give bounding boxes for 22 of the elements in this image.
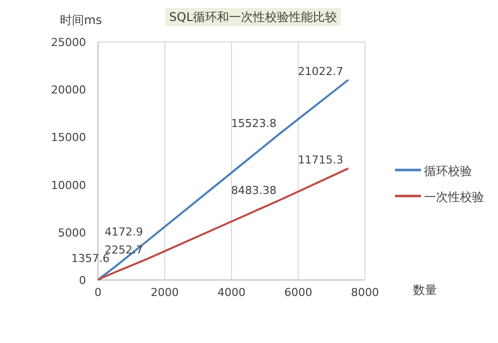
y-axis-title: 时间ms [60, 13, 102, 27]
data-label: 4172.9 [104, 225, 144, 238]
data-label: 8483.38 [231, 184, 277, 198]
data-label: 1357.6 [71, 252, 110, 266]
y-tick-label: 0 [79, 274, 86, 287]
data-label: 15523.8 [231, 117, 277, 130]
y-tick-label: 15000 [51, 131, 86, 144]
x-tick-label: 4000 [218, 286, 246, 299]
legend-label: 一次性校验 [424, 190, 484, 204]
x-tick-label: 6000 [284, 286, 312, 299]
legend-label: 循环校验 [424, 164, 472, 178]
y-tick-label: 20000 [51, 84, 86, 97]
data-label: 21022.7 [298, 64, 344, 78]
y-tick-label: 10000 [51, 178, 86, 192]
chart-title: SQL循环和一次性校验性能比较 [169, 10, 337, 24]
x-tick-label: 2000 [150, 286, 179, 299]
data-label: 11715.3 [298, 153, 344, 166]
y-tick-label: 5000 [58, 226, 86, 240]
x-tick-label: 0 [94, 286, 102, 299]
x-axis-title: 数量 [413, 283, 437, 297]
x-tick-label: 8000 [351, 286, 379, 299]
y-tick-label: 25000 [51, 36, 86, 49]
